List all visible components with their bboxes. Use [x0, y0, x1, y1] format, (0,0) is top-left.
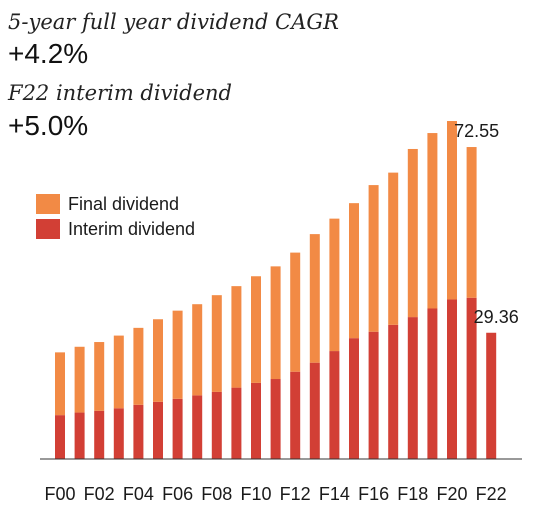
bar-interim-f19	[427, 308, 438, 459]
bar-final-f07	[192, 304, 203, 396]
bar-interim-f22	[486, 332, 497, 459]
x-tick-label-f18: F18	[397, 484, 428, 504]
bar-final-f20	[447, 121, 457, 300]
bar-interim-f12	[290, 371, 301, 459]
bar-interim-f10	[251, 382, 261, 459]
bar-interim-f14	[329, 351, 340, 459]
x-tick-label-f08: F08	[201, 484, 232, 504]
bar-interim-f04	[133, 404, 144, 459]
bar-final-f09	[231, 286, 242, 388]
bar-final-f21	[466, 147, 477, 298]
interim-value: +5.0%	[8, 110, 89, 141]
bar-final-f19	[427, 133, 438, 309]
bar-interim-f02	[94, 410, 105, 459]
bar-final-f06	[172, 310, 183, 399]
bar-interim-f11	[270, 379, 281, 459]
bar-interim-f18	[407, 317, 418, 459]
x-tick-label-f10: F10	[240, 484, 271, 504]
bar-final-f12	[290, 252, 301, 372]
x-tick-label-f04: F04	[123, 484, 154, 504]
bar-final-f08	[211, 295, 222, 392]
bar-final-f13	[309, 234, 320, 363]
legend-item-interim: Interim dividend	[36, 217, 195, 241]
bar-final-f01	[74, 346, 85, 413]
bar-interim-f16	[368, 331, 379, 459]
x-tick-label-f14: F14	[319, 484, 350, 504]
legend-label-final: Final dividend	[68, 193, 180, 214]
bar-interim-f13	[309, 362, 320, 459]
bar-final-f14	[329, 218, 340, 352]
bar-final-f18	[407, 148, 418, 318]
bar-interim-f01	[74, 412, 85, 459]
data-label-f22: 29.36	[474, 307, 519, 327]
bar-interim-f00	[55, 415, 65, 459]
interim-title: F22 interim dividend	[8, 81, 232, 105]
data-label-f21: 72.55	[454, 121, 499, 141]
legend: Final dividend Interim dividend	[36, 192, 195, 242]
bar-final-f05	[153, 319, 163, 402]
x-tick-label-f20: F20	[436, 484, 467, 504]
bar-interim-f08	[211, 391, 222, 459]
x-tick-label-f06: F06	[162, 484, 193, 504]
bar-interim-f06	[172, 398, 183, 459]
bar-interim-f15	[349, 338, 359, 459]
bar-final-f10	[251, 276, 261, 383]
bar-final-f04	[133, 327, 144, 405]
bar-interim-f09	[231, 387, 242, 459]
x-tick-label-f22: F22	[476, 484, 507, 504]
bar-interim-f21	[466, 297, 477, 459]
legend-item-final: Final dividend	[36, 192, 195, 216]
bar-final-f11	[270, 266, 281, 380]
bar-interim-f20	[447, 299, 457, 459]
bar-interim-f03	[113, 408, 124, 459]
bar-final-f00	[55, 352, 65, 416]
legend-swatch-final	[36, 194, 60, 214]
bar-final-f03	[113, 335, 124, 409]
x-tick-label-f16: F16	[358, 484, 389, 504]
cagr-title: 5-year full year dividend CAGR	[8, 10, 339, 34]
bar-final-f17	[388, 172, 399, 325]
bar-interim-f17	[388, 324, 399, 459]
x-tick-label-f00: F00	[44, 484, 75, 504]
bar-interim-f05	[153, 401, 163, 459]
bar-final-f02	[94, 342, 105, 411]
bar-final-f16	[368, 185, 379, 332]
legend-label-interim: Interim dividend	[68, 218, 196, 239]
bar-final-f15	[349, 203, 359, 339]
x-tick-label-f02: F02	[84, 484, 115, 504]
bar-interim-f07	[192, 395, 203, 459]
x-tick-label-f12: F12	[280, 484, 311, 504]
legend-swatch-interim	[36, 219, 60, 239]
cagr-value: +4.2%	[8, 38, 89, 69]
